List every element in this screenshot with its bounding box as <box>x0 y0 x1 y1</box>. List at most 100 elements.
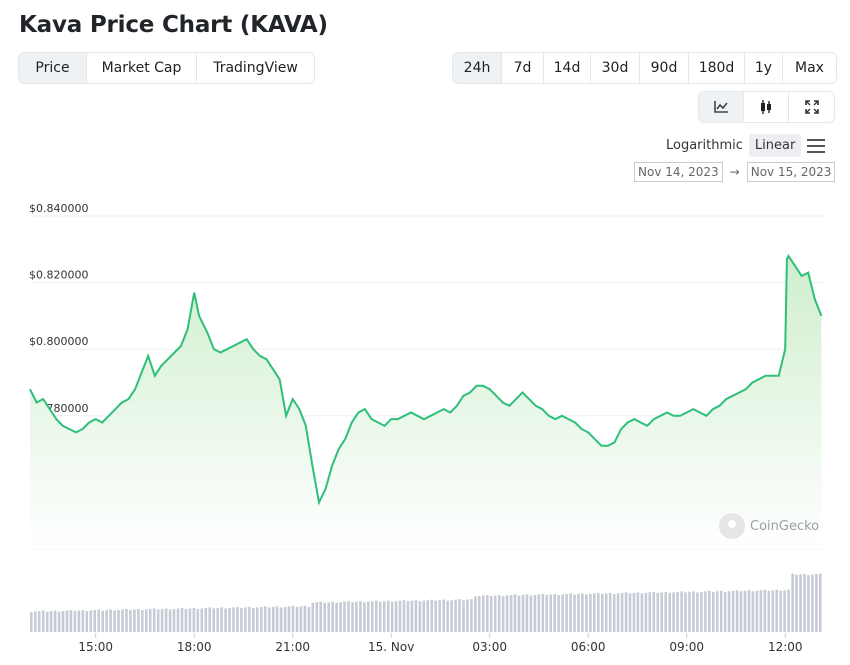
volume-bar <box>283 606 287 632</box>
range-30d[interactable]: 30d <box>591 53 640 83</box>
volume-bar <box>470 599 473 632</box>
volume-bar <box>287 606 291 632</box>
volume-bar <box>367 601 370 632</box>
range-1y[interactable]: 1y <box>745 53 783 83</box>
volume-bar <box>53 610 57 632</box>
volume-bar <box>248 606 251 632</box>
volume-bar <box>462 600 465 632</box>
view-tabs: Price Market Cap TradingView <box>18 52 315 84</box>
volume-bar <box>398 600 402 632</box>
volume-bar <box>478 596 481 632</box>
x-tick-label: 09:00 <box>669 640 704 654</box>
volume-bar <box>581 593 584 632</box>
volume-bar <box>109 609 112 632</box>
volume-bar <box>141 610 144 632</box>
volume-bar <box>723 591 727 632</box>
x-tick-label: 03:00 <box>472 640 507 654</box>
volume-bar <box>541 593 545 632</box>
date-from-input[interactable]: Nov 14, 2023 <box>634 162 723 182</box>
volume-bar <box>454 599 457 632</box>
range-180d[interactable]: 180d <box>689 53 745 83</box>
volume-bar <box>129 610 132 632</box>
volume-bar <box>295 606 299 632</box>
volume-bar <box>660 592 663 632</box>
volume-bar <box>489 596 493 632</box>
chart-type-tabs <box>698 91 835 123</box>
volume-bar <box>684 592 687 632</box>
volume-bar <box>267 607 271 632</box>
volume-bar <box>303 605 307 632</box>
volume-bar <box>557 595 560 632</box>
volume-bar <box>145 609 148 632</box>
volume-bar <box>739 591 743 632</box>
volume-bar <box>121 609 124 632</box>
volume-bar <box>672 592 675 632</box>
hamburger-menu-icon[interactable] <box>807 138 826 153</box>
volume-bar <box>497 595 501 633</box>
volume-bar <box>180 607 184 632</box>
volume-bar <box>715 591 719 632</box>
scale-linear[interactable]: Linear <box>748 134 802 157</box>
volume-bar <box>335 602 338 632</box>
volume-bar <box>188 608 192 632</box>
coingecko-logo-icon <box>719 513 745 539</box>
volume-bar <box>620 592 624 632</box>
tab-tradingview[interactable]: TradingView <box>213 60 298 76</box>
tab-price[interactable]: Price <box>19 53 87 83</box>
tab-market-cap[interactable]: Market Cap <box>87 53 197 83</box>
volume-bar <box>474 596 477 632</box>
volume-bar <box>493 595 497 632</box>
volume-bar <box>275 606 279 633</box>
volume-bar <box>608 592 612 633</box>
volume-bar <box>549 594 552 632</box>
volume-bar <box>359 601 362 632</box>
volume-bar <box>216 608 219 632</box>
volume-bar <box>200 608 204 632</box>
volume-bar <box>113 610 116 632</box>
volume-bar <box>355 601 358 632</box>
volume-bar <box>196 609 200 632</box>
volume-bar <box>775 589 778 632</box>
range-24h[interactable]: 24h <box>453 53 502 83</box>
volume-bar <box>656 592 660 632</box>
volume-bar <box>236 606 239 632</box>
range-max[interactable]: Max <box>795 60 824 76</box>
volume-bar <box>501 596 505 632</box>
range-7d[interactable]: 7d <box>502 53 544 83</box>
volume-bar <box>204 607 208 632</box>
candlestick-icon[interactable] <box>744 92 789 122</box>
volume-bar <box>311 602 315 632</box>
volume-bar <box>446 600 449 632</box>
volume-bar <box>343 601 346 632</box>
volume-bar <box>597 592 600 632</box>
volume-bar <box>450 600 453 632</box>
volume-bar <box>636 592 640 632</box>
volume-bar <box>486 594 489 632</box>
range-90d[interactable]: 90d <box>640 53 689 83</box>
volume-bar <box>803 573 806 632</box>
x-tick-label: 15:00 <box>78 640 113 654</box>
volume-bar <box>513 594 517 632</box>
volume-bar <box>700 591 703 632</box>
volume-bar <box>553 593 556 632</box>
date-range: Nov 14, 2023 → Nov 15, 2023 <box>634 162 836 182</box>
volume-bar <box>101 610 104 632</box>
volume-bar <box>386 600 390 632</box>
price-area-fill <box>30 256 822 549</box>
y-tick-label: $0.840000 <box>29 202 89 215</box>
volume-bar <box>192 607 196 632</box>
volume-bar <box>105 610 108 632</box>
volume-bar <box>390 601 394 632</box>
volume-bar <box>97 609 100 632</box>
volume-bar <box>482 595 485 632</box>
volume-bar <box>747 590 751 632</box>
fullscreen-icon[interactable] <box>789 92 834 122</box>
scale-logarithmic[interactable]: Logarithmic <box>666 138 743 153</box>
volume-bar <box>406 601 410 632</box>
scale-toggle: Logarithmic Linear <box>660 134 826 157</box>
range-14d[interactable]: 14d <box>544 53 591 83</box>
date-to-input[interactable]: Nov 15, 2023 <box>746 162 836 182</box>
line-chart-icon[interactable] <box>699 92 744 122</box>
volume-bar <box>382 601 386 632</box>
x-tick-label: 06:00 <box>571 640 606 654</box>
